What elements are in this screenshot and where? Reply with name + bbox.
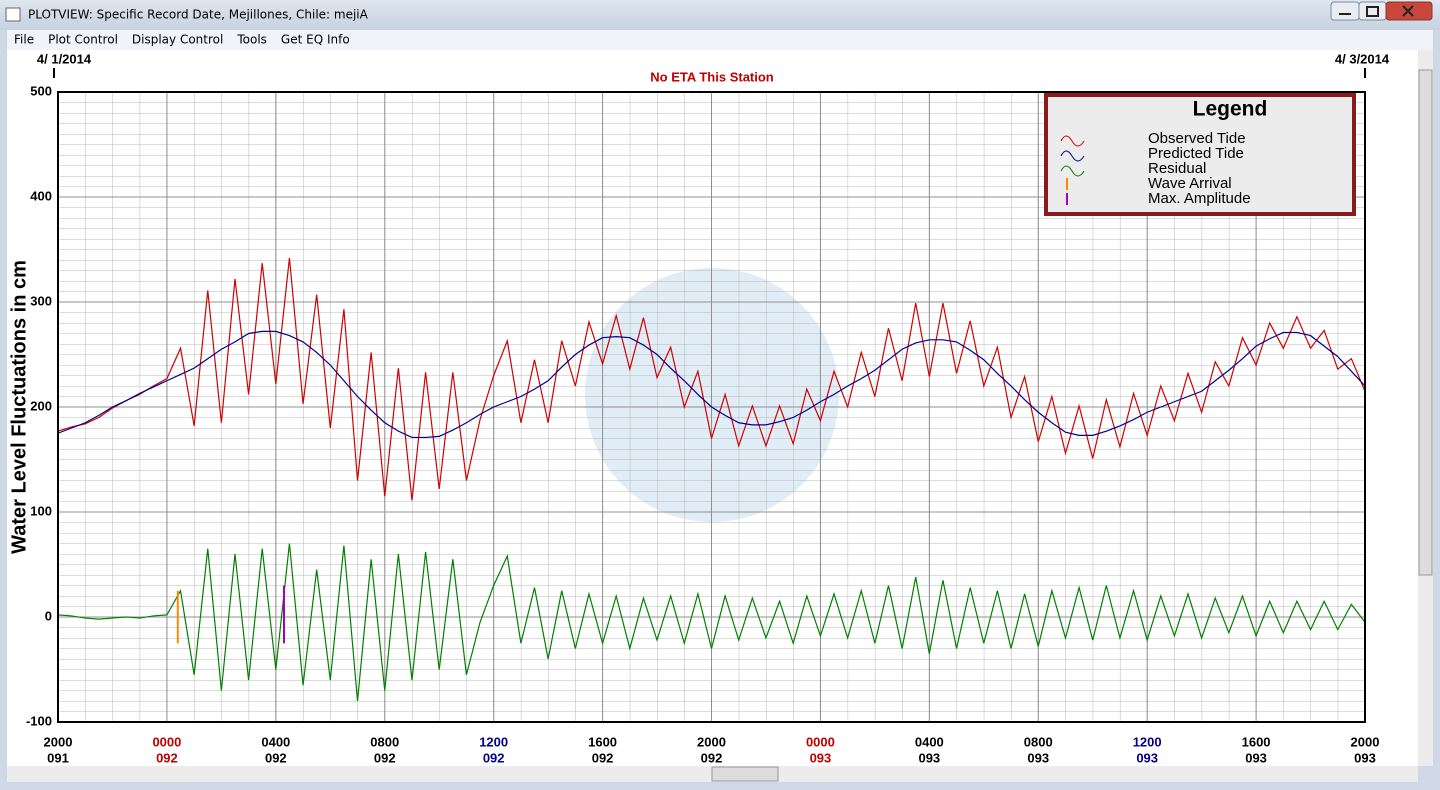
title-bar xyxy=(0,0,1440,30)
x-tick-day: 092 xyxy=(374,750,396,765)
x-tick-label: 1600 xyxy=(588,734,617,749)
maximize-button[interactable] xyxy=(1358,1,1387,21)
legend-label: Predicted Tide xyxy=(1148,145,1244,162)
window-title: PLOTVIEW: Specific Record Date, Mejillon… xyxy=(28,8,369,22)
window-button-icons xyxy=(1339,5,1414,17)
plot-border xyxy=(57,91,1366,723)
legend-box xyxy=(1044,93,1356,216)
x-tick-day: 092 xyxy=(701,750,723,765)
y-tick-label: 100 xyxy=(30,503,52,518)
x-tick-day: 092 xyxy=(592,750,614,765)
series-line xyxy=(57,543,1366,702)
series-line xyxy=(57,257,1366,501)
x-tick-label: 1600 xyxy=(1242,734,1271,749)
menu-item[interactable]: Get EQ Info xyxy=(281,33,350,47)
y-tick-label: 200 xyxy=(30,398,52,413)
menu: File Plot Control Display Control Tools Get … xyxy=(14,33,350,47)
x-tick-day: 093 xyxy=(810,750,832,765)
y-tick-label: 0 xyxy=(45,608,52,623)
menu-bar xyxy=(7,30,1433,50)
x-tick-day: 093 xyxy=(1354,750,1376,765)
x-tick-label: 0000 xyxy=(152,734,181,749)
end-date: 4/ 3/2014 xyxy=(1335,51,1390,66)
horizontal-scroll-thumb[interactable] xyxy=(711,766,779,782)
y-tick-label: 400 xyxy=(30,188,52,203)
y-tick-label: 300 xyxy=(30,293,52,308)
plot-lines xyxy=(57,257,1366,702)
legend-swatch xyxy=(1060,135,1085,147)
x-tick-day: 092 xyxy=(483,750,505,765)
series-line xyxy=(57,330,1366,439)
menu-item[interactable]: File xyxy=(14,33,34,47)
y-tick-label: -100 xyxy=(26,713,52,728)
app-icon xyxy=(5,7,21,22)
legend-label: Wave Arrival xyxy=(1148,175,1232,192)
x-tick-day: 093 xyxy=(1245,750,1267,765)
menu-item[interactable]: Plot Control xyxy=(48,33,118,47)
x-tick-label: 0000 xyxy=(806,734,835,749)
x-tick-label: 0400 xyxy=(261,734,290,749)
legend-swatch xyxy=(1060,150,1085,162)
x-tick-day: 093 xyxy=(1136,750,1158,765)
x-tick-day: 093 xyxy=(918,750,940,765)
x-tick-label: 1200 xyxy=(1133,734,1162,749)
legend-swatch xyxy=(1060,165,1085,177)
x-tick-day: 092 xyxy=(156,750,178,765)
x-tick-label: 2000 xyxy=(697,734,726,749)
x-tick-day: 091 xyxy=(47,750,69,765)
start-date: 4/ 1/2014 xyxy=(37,51,92,66)
y-tick-label: 500 xyxy=(30,83,52,98)
x-tick-label: 1200 xyxy=(479,734,508,749)
x-tick-label: 2000 xyxy=(1351,734,1380,749)
menu-item[interactable]: Tools xyxy=(236,33,267,47)
x-tick-day: 092 xyxy=(265,750,287,765)
legend-title: Legend xyxy=(1193,98,1268,121)
vertical-scroll-thumb[interactable] xyxy=(1418,69,1433,576)
x-tick-label: 2000 xyxy=(44,734,73,749)
legend-label: Observed Tide xyxy=(1148,130,1246,147)
x-tick-label: 0800 xyxy=(1024,734,1053,749)
menu-item[interactable]: Display Control xyxy=(132,33,223,47)
legend-label: Residual xyxy=(1148,160,1206,177)
x-tick-label: 0800 xyxy=(370,734,399,749)
legend-label: Max. Amplitude xyxy=(1148,190,1251,207)
x-tick-label: 0400 xyxy=(915,734,944,749)
minimize-button[interactable] xyxy=(1330,1,1360,21)
y-axis-label: Water Level Fluctuations in cm xyxy=(8,260,30,554)
x-tick-day: 093 xyxy=(1027,750,1049,765)
chart-title: No ETA This Station xyxy=(650,69,774,84)
